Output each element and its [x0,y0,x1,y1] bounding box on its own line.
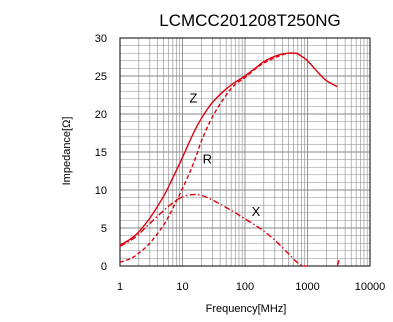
y-tick-label: 10 [95,185,107,197]
curve-label-x: X [252,204,261,219]
curve-labels: Z R X [190,91,261,219]
x-tick-label: 100 [236,281,254,293]
x-tick-label: 1000 [295,281,319,293]
y-axis-label: Impedance[Ω] [61,117,73,186]
series-line-x-tail [336,259,340,267]
curve-label-z: Z [190,91,198,106]
y-tick-labels: 0 5 10 15 20 25 30 [95,33,107,273]
x-tick-label: 1 [117,281,123,293]
series-lines [119,52,340,267]
plot-frame [119,37,371,267]
grid [119,37,370,267]
y-tick-label: 20 [95,109,107,121]
x-tick-label: 10000 [355,281,386,293]
x-tick-label: 10 [176,281,188,293]
y-tick-label: 0 [101,261,107,273]
y-tick-label: 30 [95,33,107,45]
y-tick-label: 25 [95,71,107,83]
x-axis-label: Frequency[MHz] [206,303,287,315]
curve-label-r: R [203,151,212,166]
series-line-z [119,52,338,247]
y-tick-label: 15 [95,147,107,159]
chart-title: LCMCC201208T250NG [159,11,340,30]
series-line-r [119,52,298,263]
y-tick-label: 5 [101,223,107,235]
series-line-x [119,193,308,267]
x-tick-labels: 1 10 100 1000 10000 [117,281,385,293]
